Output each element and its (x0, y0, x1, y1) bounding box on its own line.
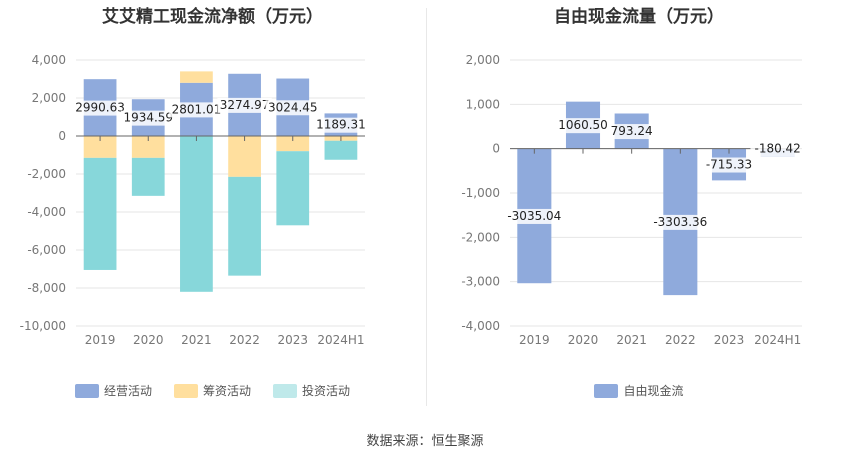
data-label: -3303.36 (653, 215, 707, 229)
legend-swatch-free-cash-flow (594, 383, 619, 398)
bar-投资活动 (324, 140, 358, 160)
y-tick-label: 2,000 (466, 53, 500, 67)
data-label-bg (121, 110, 176, 126)
x-tick-label: 2024H1 (317, 333, 364, 347)
bar-筹资活动 (131, 136, 165, 158)
chart-title: 自由现金流量（万元） (554, 7, 724, 27)
chart-legend: 自由现金流 (428, 382, 850, 399)
data-label-bg (265, 100, 320, 116)
y-tick-label: -2,000 (27, 167, 66, 181)
bar-投资活动 (228, 176, 261, 276)
x-tick-label: 2020 (133, 333, 164, 347)
legend-item-investing[interactable]: 投资活动 (273, 382, 350, 399)
legend-swatch-operating (74, 383, 99, 398)
panel-divider (426, 8, 427, 406)
y-tick-label: 0 (58, 129, 66, 143)
legend-item-financing[interactable]: 筹资活动 (173, 382, 251, 399)
x-tick-label: 2022 (229, 333, 260, 347)
data-source: 数据来源：恒生聚源 (366, 434, 484, 449)
bar-筹资活动 (228, 136, 261, 177)
x-tick-label: 2023 (277, 333, 308, 347)
y-tick-label: -3,000 (461, 275, 500, 289)
data-label: 2801.01 (172, 102, 222, 116)
legend-label: 筹资活动 (202, 384, 251, 398)
chart-title: 艾艾精工现金流净额（万元） (102, 7, 323, 27)
bar-筹资活动 (180, 71, 213, 83)
data-label-bg (750, 141, 805, 157)
data-label-bg (313, 117, 369, 133)
y-tick-label: 0 (492, 142, 500, 156)
bar-筹资活动 (276, 136, 310, 152)
bar-筹资活动 (83, 136, 117, 158)
data-label: 1189.31 (316, 118, 366, 132)
data-label-bg (608, 124, 656, 140)
data-label: -715.33 (706, 158, 752, 172)
bar-投资活动 (131, 157, 165, 196)
data-label-bg (649, 214, 712, 230)
data-label-bg (503, 208, 566, 224)
x-tick-label: 2022 (665, 333, 696, 347)
legend-label: 投资活动 (302, 384, 351, 398)
data-label: 1934.59 (123, 111, 173, 125)
legend-label: 经营活动 (103, 384, 152, 398)
y-tick-label: -4,000 (461, 319, 500, 333)
y-tick-label: -10,000 (20, 319, 66, 333)
bar-投资活动 (180, 136, 213, 292)
legend-item-free-cash-flow[interactable]: 自由现金流 (594, 382, 684, 399)
legend-label: 自由现金流 (623, 384, 684, 398)
y-tick-label: 4,000 (32, 53, 66, 67)
x-tick-label: 2024H1 (754, 333, 801, 347)
x-tick-label: 2021 (181, 333, 212, 347)
free-cash-flow-chart-panel: 自由现金流量（万元） 2,000 1,000 0 -1,000 -2,000 -3,000… (428, 0, 850, 420)
data-label: 3274.97 (220, 98, 270, 112)
y-tick-label: -2,000 (461, 230, 500, 244)
bar-投资活动 (276, 151, 310, 226)
y-tick-label: -6,000 (27, 243, 66, 257)
data-label-bg (217, 97, 272, 113)
x-tick-label: 2021 (616, 333, 647, 347)
data-label-bg (555, 118, 611, 134)
x-tick-label: 2020 (568, 333, 599, 347)
y-tick-label: 2,000 (32, 91, 66, 105)
x-tick-label: 2019 (85, 333, 116, 347)
legend-swatch-investing (273, 383, 297, 398)
x-tick-label: 2019 (519, 333, 550, 347)
free-cash-flow-chart: 2,000 1,000 0 -1,000 -2,000 -3,000 -4,000 2019 2… (461, 53, 805, 347)
y-tick-label: -8,000 (27, 281, 66, 295)
data-label: 793.24 (611, 124, 653, 138)
data-label-bg (72, 100, 128, 116)
legend-swatch-financing (173, 383, 198, 398)
y-tick-label: -1,000 (461, 186, 500, 200)
legend-item-operating[interactable]: 经营活动 (74, 382, 152, 399)
data-label: -3035.04 (507, 209, 561, 223)
y-tick-label: 1,000 (466, 97, 500, 111)
bar-投资活动 (83, 157, 117, 270)
data-label: -180.42 (755, 142, 801, 156)
chart-legend: 经营活动 筹资活动 投资活动 (0, 382, 425, 399)
x-tick-label: 2023 (714, 333, 745, 347)
cash-flow-chart-panel: 艾艾精工现金流净额（万元） 4,000 2,000 0 -2,000 -4,000 -6,… (0, 0, 425, 420)
data-label: 1060.50 (558, 118, 608, 132)
y-tick-label: -4,000 (27, 205, 66, 219)
cash-flow-chart: 4,000 2,000 0 -2,000 -4,000 -6,000 -8,000 -10,0… (20, 53, 369, 347)
data-label-bg (701, 157, 757, 173)
data-label: 3024.45 (268, 100, 318, 114)
data-label: 2990.63 (75, 101, 125, 115)
data-label-bg (169, 102, 224, 118)
